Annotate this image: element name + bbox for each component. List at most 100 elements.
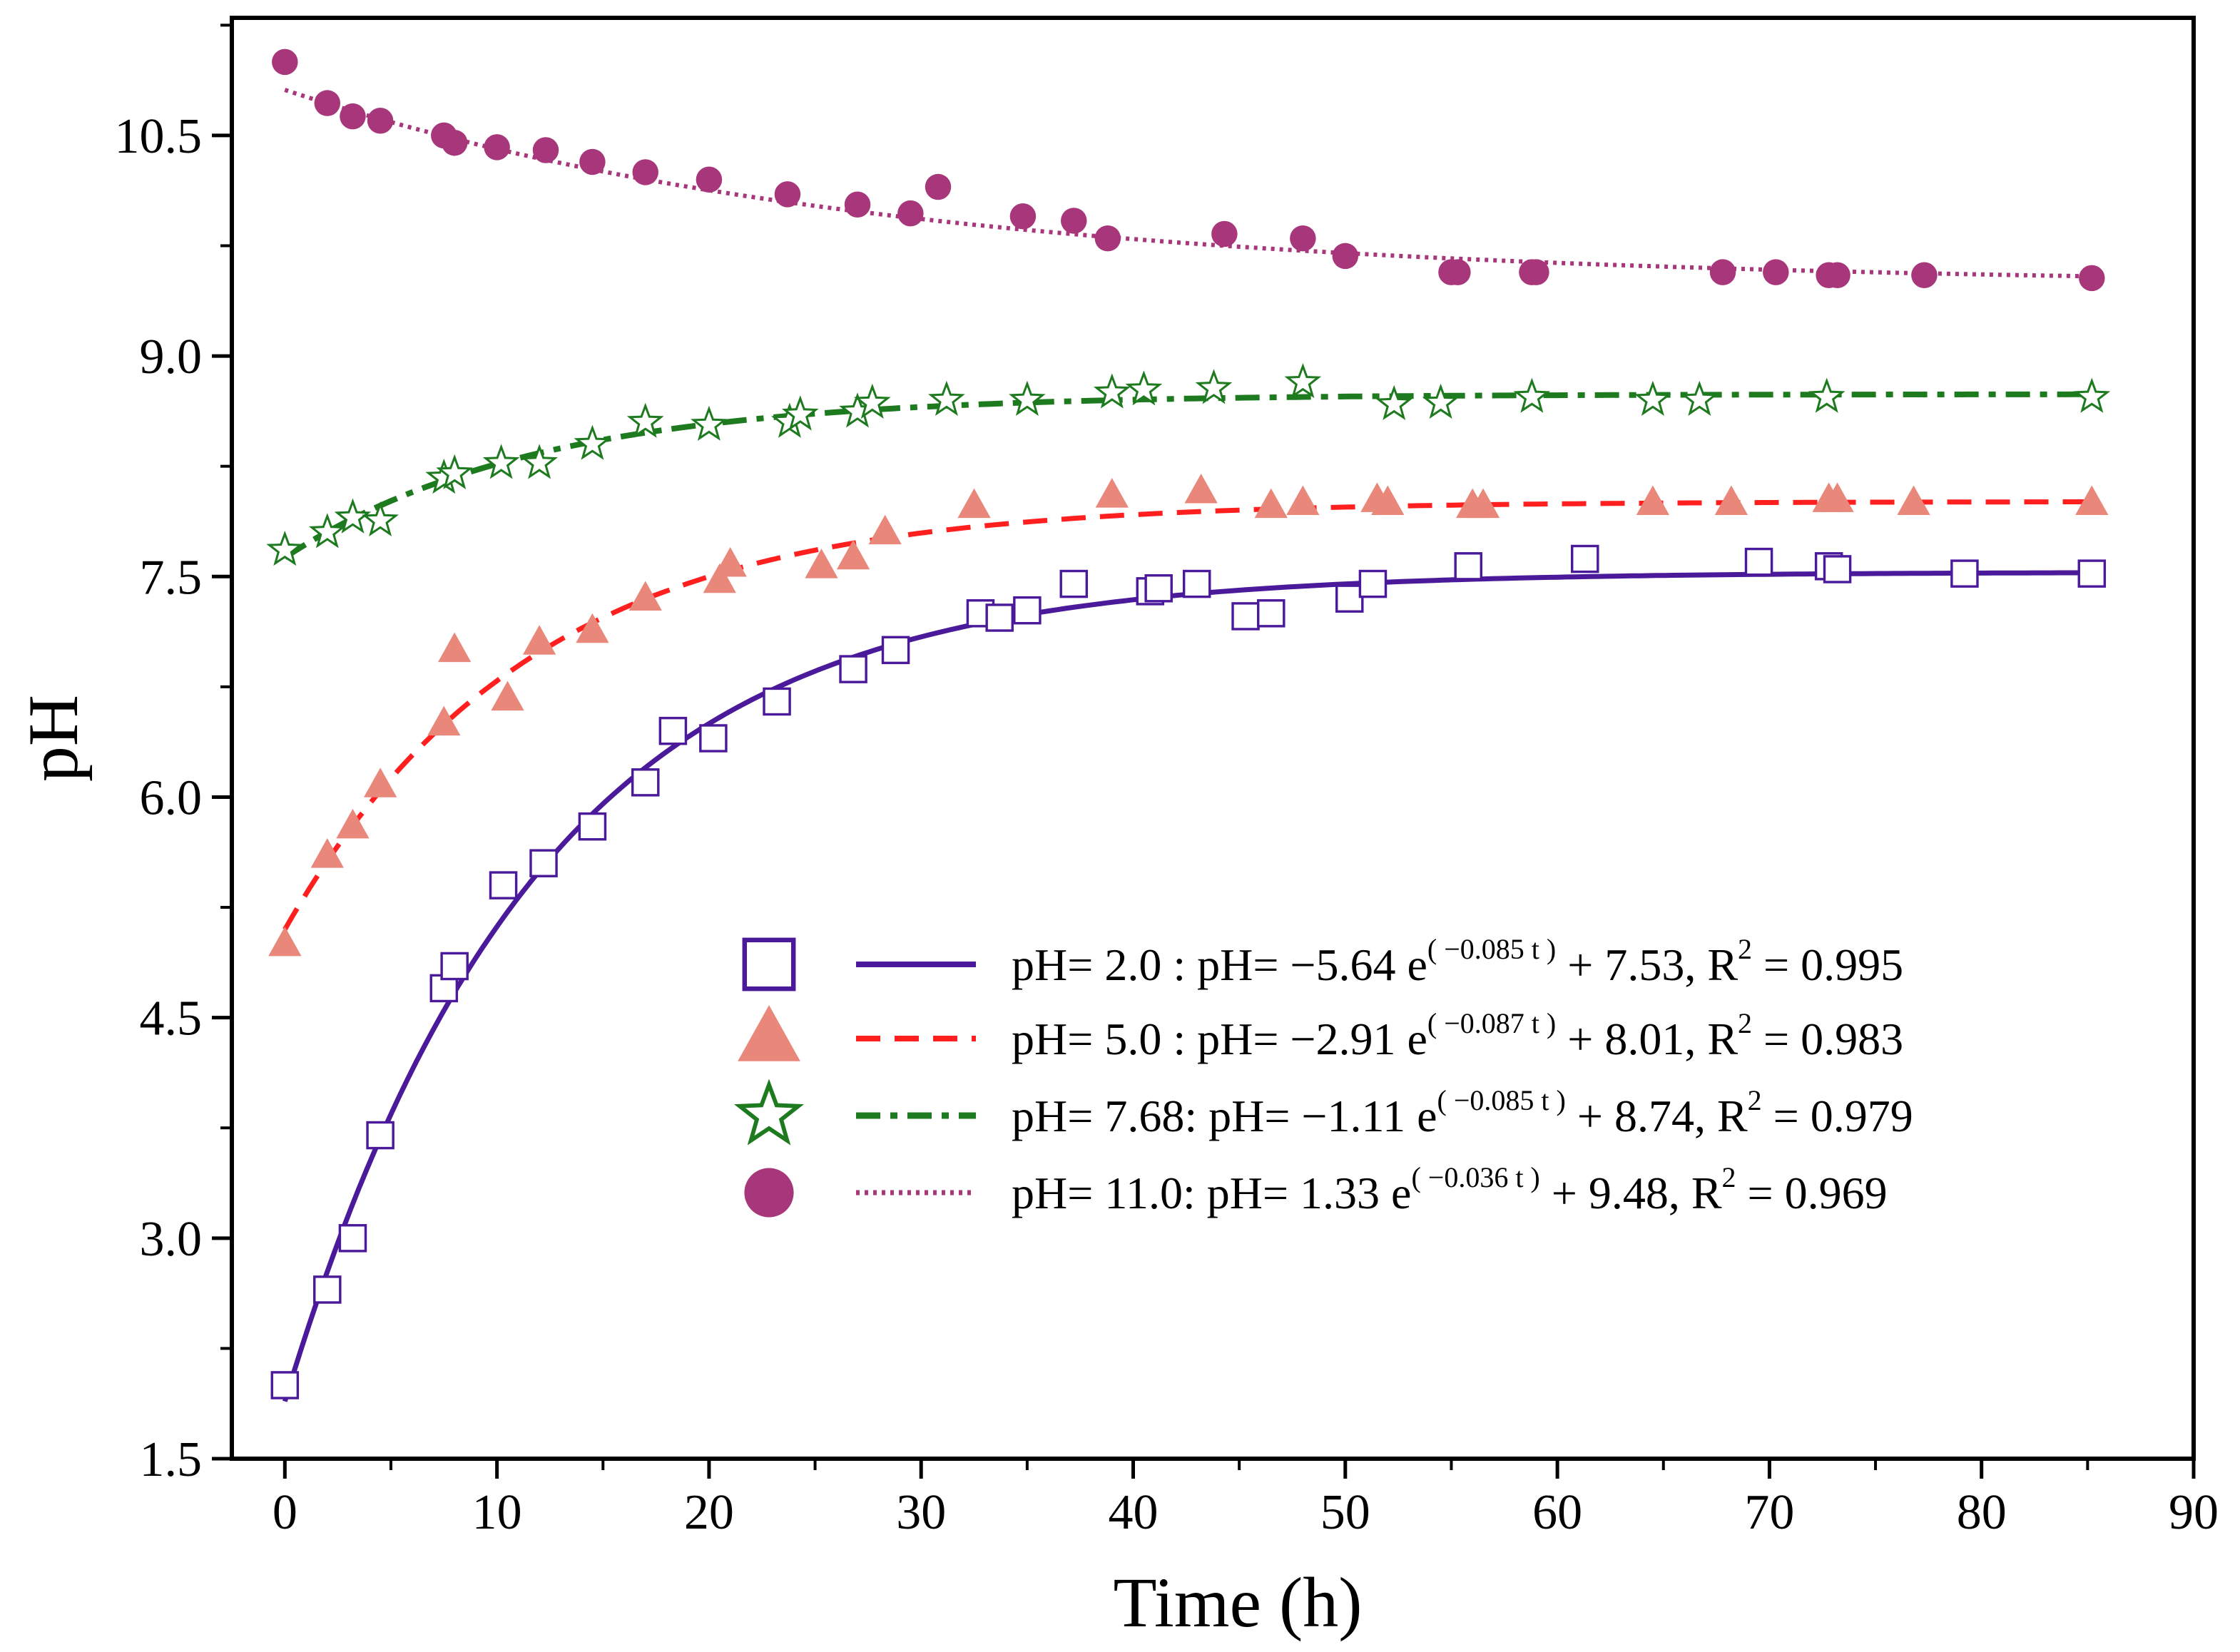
data-point-layer — [266, 49, 2111, 1399]
data-point-series-3 — [482, 444, 520, 479]
data-point-series-2 — [427, 705, 461, 736]
data-point-series-4 — [1911, 262, 1938, 288]
data-point-series-4 — [1290, 225, 1316, 252]
data-point-series-4 — [1009, 203, 1037, 230]
data-point-series-4 — [484, 134, 510, 160]
data-point-series-2 — [336, 808, 370, 839]
data-point-series-2 — [363, 768, 397, 797]
data-point-series-2 — [310, 838, 344, 868]
data-point-series-4 — [1709, 259, 1736, 285]
data-point-series-1 — [631, 768, 660, 797]
data-point-series-2 — [836, 539, 870, 570]
data-point-series-4 — [1523, 259, 1549, 285]
data-point-series-2 — [1371, 485, 1405, 515]
data-point-series-1 — [489, 871, 518, 899]
data-point-series-4 — [774, 181, 801, 208]
y-tick-label: 4.5 — [140, 991, 203, 1046]
legend-marker — [744, 1168, 794, 1218]
data-point-series-1 — [1335, 584, 1364, 613]
data-point-series-4 — [1211, 220, 1238, 248]
data-point-series-3 — [1681, 380, 1719, 416]
data-point-series-3 — [1513, 377, 1551, 413]
data-point-series-2 — [1254, 488, 1288, 519]
data-point-series-4 — [2079, 265, 2105, 292]
data-point-series-3 — [334, 498, 372, 534]
data-point-series-2 — [576, 613, 609, 643]
data-point-series-2 — [805, 549, 838, 578]
data-point-series-1 — [1144, 573, 1173, 603]
data-point-series-2 — [1184, 473, 1218, 504]
data-point-series-3 — [1808, 377, 1846, 413]
data-point-series-2 — [491, 680, 524, 711]
legend-item-1: pH= 2.0 : pH= −5.64 e( −0.085 t ) + 7.53… — [742, 933, 1903, 991]
data-point-series-4 — [579, 148, 606, 175]
data-point-series-1 — [1744, 547, 1773, 576]
data-point-series-1 — [578, 812, 607, 841]
x-tick-label: 20 — [684, 1485, 734, 1540]
x-tick-label: 40 — [1109, 1485, 1159, 1540]
data-point-series-3 — [574, 424, 611, 460]
data-point-series-3 — [362, 501, 399, 536]
data-point-series-1 — [440, 952, 469, 981]
data-point-series-1 — [313, 1275, 342, 1304]
data-point-series-1 — [1059, 569, 1089, 598]
data-point-series-2 — [1897, 485, 1930, 515]
data-point-series-4 — [897, 200, 924, 227]
data-point-series-3 — [436, 454, 473, 489]
data-point-series-1 — [699, 724, 728, 753]
data-point-series-3 — [266, 531, 304, 566]
data-point-series-1 — [366, 1121, 394, 1150]
data-point-series-1 — [1950, 559, 1979, 588]
fit-curve-series-4 — [284, 88, 2092, 279]
data-point-series-2 — [522, 625, 556, 655]
legend-label: pH= 11.0: pH= 1.33 e( −0.036 t ) + 9.48,… — [1012, 1161, 1888, 1218]
y-tick-label: 10.5 — [115, 109, 203, 164]
x-tick-label: 60 — [1532, 1485, 1582, 1540]
legend-item-3: pH= 7.68: pH= −1.11 e( −0.085 t ) + 8.74… — [734, 1079, 1913, 1146]
x-tick-label: 50 — [1320, 1485, 1370, 1540]
data-point-series-2 — [957, 488, 991, 519]
data-point-series-3 — [1195, 369, 1233, 404]
data-point-series-2 — [868, 514, 902, 545]
data-point-series-4 — [925, 173, 952, 200]
data-point-series-2 — [438, 632, 472, 663]
data-point-series-1 — [1182, 569, 1211, 598]
data-point-series-1 — [1358, 569, 1388, 598]
legend-item-2: pH= 5.0 : pH= −2.91 e( −0.087 t ) + 8.01… — [738, 1005, 1903, 1064]
data-point-series-1 — [1823, 555, 1852, 583]
data-point-series-4 — [632, 159, 658, 185]
x-tick-label: 10 — [472, 1485, 522, 1540]
data-point-series-3 — [854, 383, 891, 419]
data-point-series-3 — [1093, 373, 1131, 409]
legend: pH= 2.0 : pH= −5.64 e( −0.085 t ) + 7.53… — [734, 933, 1913, 1218]
data-point-series-3 — [1284, 362, 1322, 399]
fit-curve-series-3 — [283, 391, 2092, 560]
data-point-series-3 — [521, 444, 558, 479]
tick-layer: 0 10 20 30 40 50 60 70 80 90 1.5 3.0 4.5 6.0 7.5 9.0 10.… — [115, 24, 2219, 1540]
legend-label: pH= 2.0 : pH= −5.64 e( −0.085 t ) + 7.53… — [1012, 933, 1903, 990]
data-point-series-3 — [691, 405, 728, 441]
data-point-series-4 — [367, 108, 394, 134]
x-tick-label: 70 — [1744, 1485, 1794, 1540]
data-point-series-4 — [844, 191, 871, 218]
data-point-series-1 — [881, 636, 910, 665]
data-point-series-2 — [2075, 485, 2109, 515]
data-point-series-4 — [1332, 243, 1359, 270]
data-point-series-4 — [340, 103, 366, 130]
data-point-series-1 — [1570, 544, 1599, 573]
data-point-series-4 — [532, 137, 559, 163]
data-point-series-1 — [1013, 596, 1042, 625]
data-point-series-3 — [308, 513, 346, 549]
data-point-series-4 — [441, 129, 468, 156]
legend-item-4: pH= 11.0: pH= 1.33 e( −0.036 t ) + 9.48,… — [744, 1161, 1888, 1218]
data-point-series-2 — [268, 926, 302, 957]
y-tick-label: 3.0 — [140, 1212, 203, 1267]
y-tick-label: 7.5 — [140, 550, 203, 605]
data-point-series-3 — [1422, 383, 1460, 419]
data-point-series-1 — [763, 687, 791, 716]
data-point-series-2 — [1466, 488, 1500, 519]
data-point-series-1 — [270, 1371, 300, 1399]
data-point-series-1 — [839, 655, 867, 683]
legend-marker — [742, 937, 796, 991]
